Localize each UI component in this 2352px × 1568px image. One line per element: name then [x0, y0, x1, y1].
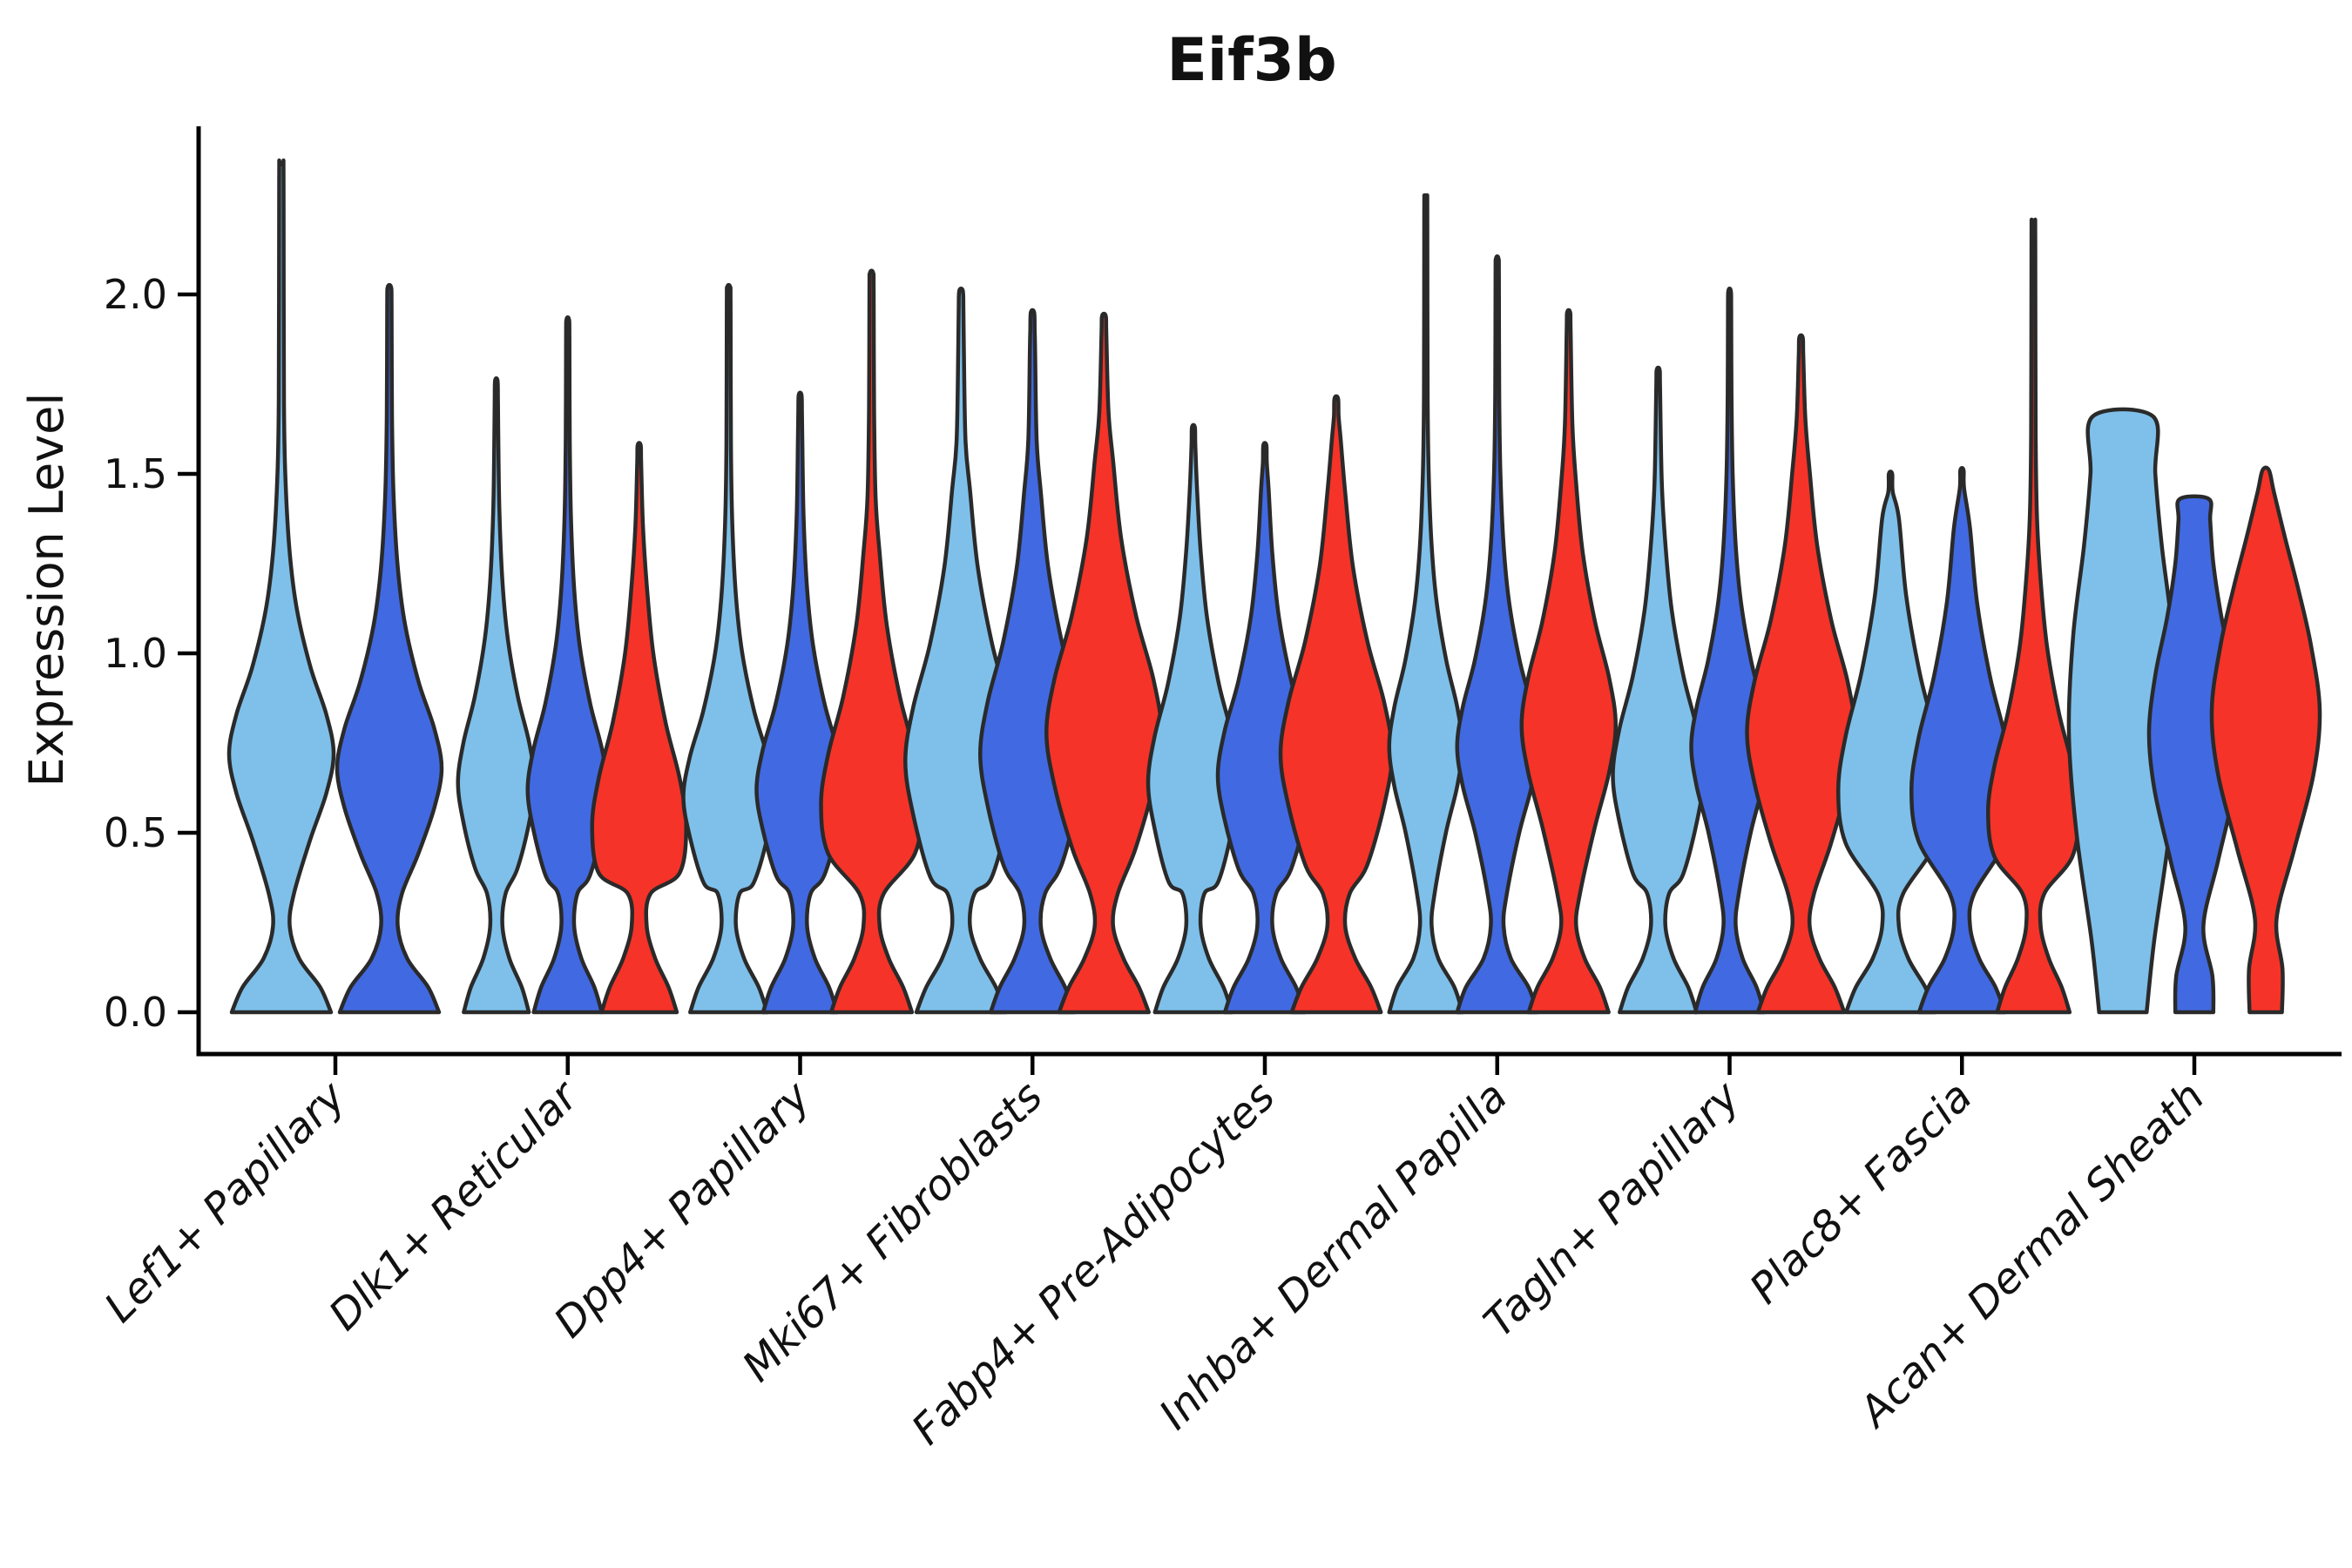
x-tick-label-8: Plac8+ Fascia — [1740, 1072, 1982, 1314]
violin-8-dark_blue — [1909, 466, 2015, 1015]
violin-5-dark_blue — [1215, 441, 1315, 1015]
y-tick-label: 0.5 — [104, 809, 167, 856]
chart-title: Eif3b — [1166, 26, 1336, 95]
violin-2-dark_blue — [525, 315, 610, 1015]
y-tick-label: 1.5 — [104, 450, 167, 497]
violin-1-dark_blue — [335, 283, 444, 1015]
violin-6-red — [1519, 308, 1618, 1015]
violin-3-red — [819, 268, 924, 1015]
violin-1-light_blue — [226, 158, 336, 1015]
violin-5-red — [1278, 394, 1395, 1015]
violin-3-light_blue — [681, 283, 776, 1015]
y-tick-label: 0.0 — [104, 989, 167, 1036]
y-axis-label: Expression Level — [19, 393, 74, 787]
x-tick-label-2: Dlk1+ Reticular — [320, 1071, 590, 1341]
violin-7-red — [1745, 333, 1857, 1015]
x-tick-label-3: Dpp4+ Papillary — [544, 1071, 820, 1347]
violin-8-red — [1986, 217, 2081, 1015]
violin-8-light_blue — [1836, 470, 1945, 1015]
violin-2-light_blue — [456, 376, 537, 1015]
violin-7-light_blue — [1611, 365, 1706, 1015]
violin-2-red — [590, 441, 688, 1015]
violin-7-dark_blue — [1689, 287, 1770, 1015]
violin-5-light_blue — [1146, 422, 1241, 1015]
violin-4-red — [1044, 311, 1164, 1015]
violin-9-dark_blue — [2146, 494, 2242, 1015]
violin-9-red — [2209, 465, 2322, 1015]
x-tick-label-7: Tagln+ Papillary — [1475, 1071, 1750, 1347]
y-tick-label: 2.0 — [104, 271, 167, 318]
x-tick-label-1: Lef1+ Papillary — [95, 1071, 355, 1332]
violin-6-light_blue — [1387, 193, 1464, 1015]
violin-3-dark_blue — [754, 390, 846, 1015]
violin-6-dark_blue — [1455, 253, 1539, 1015]
y-tick-label: 1.0 — [104, 630, 167, 677]
